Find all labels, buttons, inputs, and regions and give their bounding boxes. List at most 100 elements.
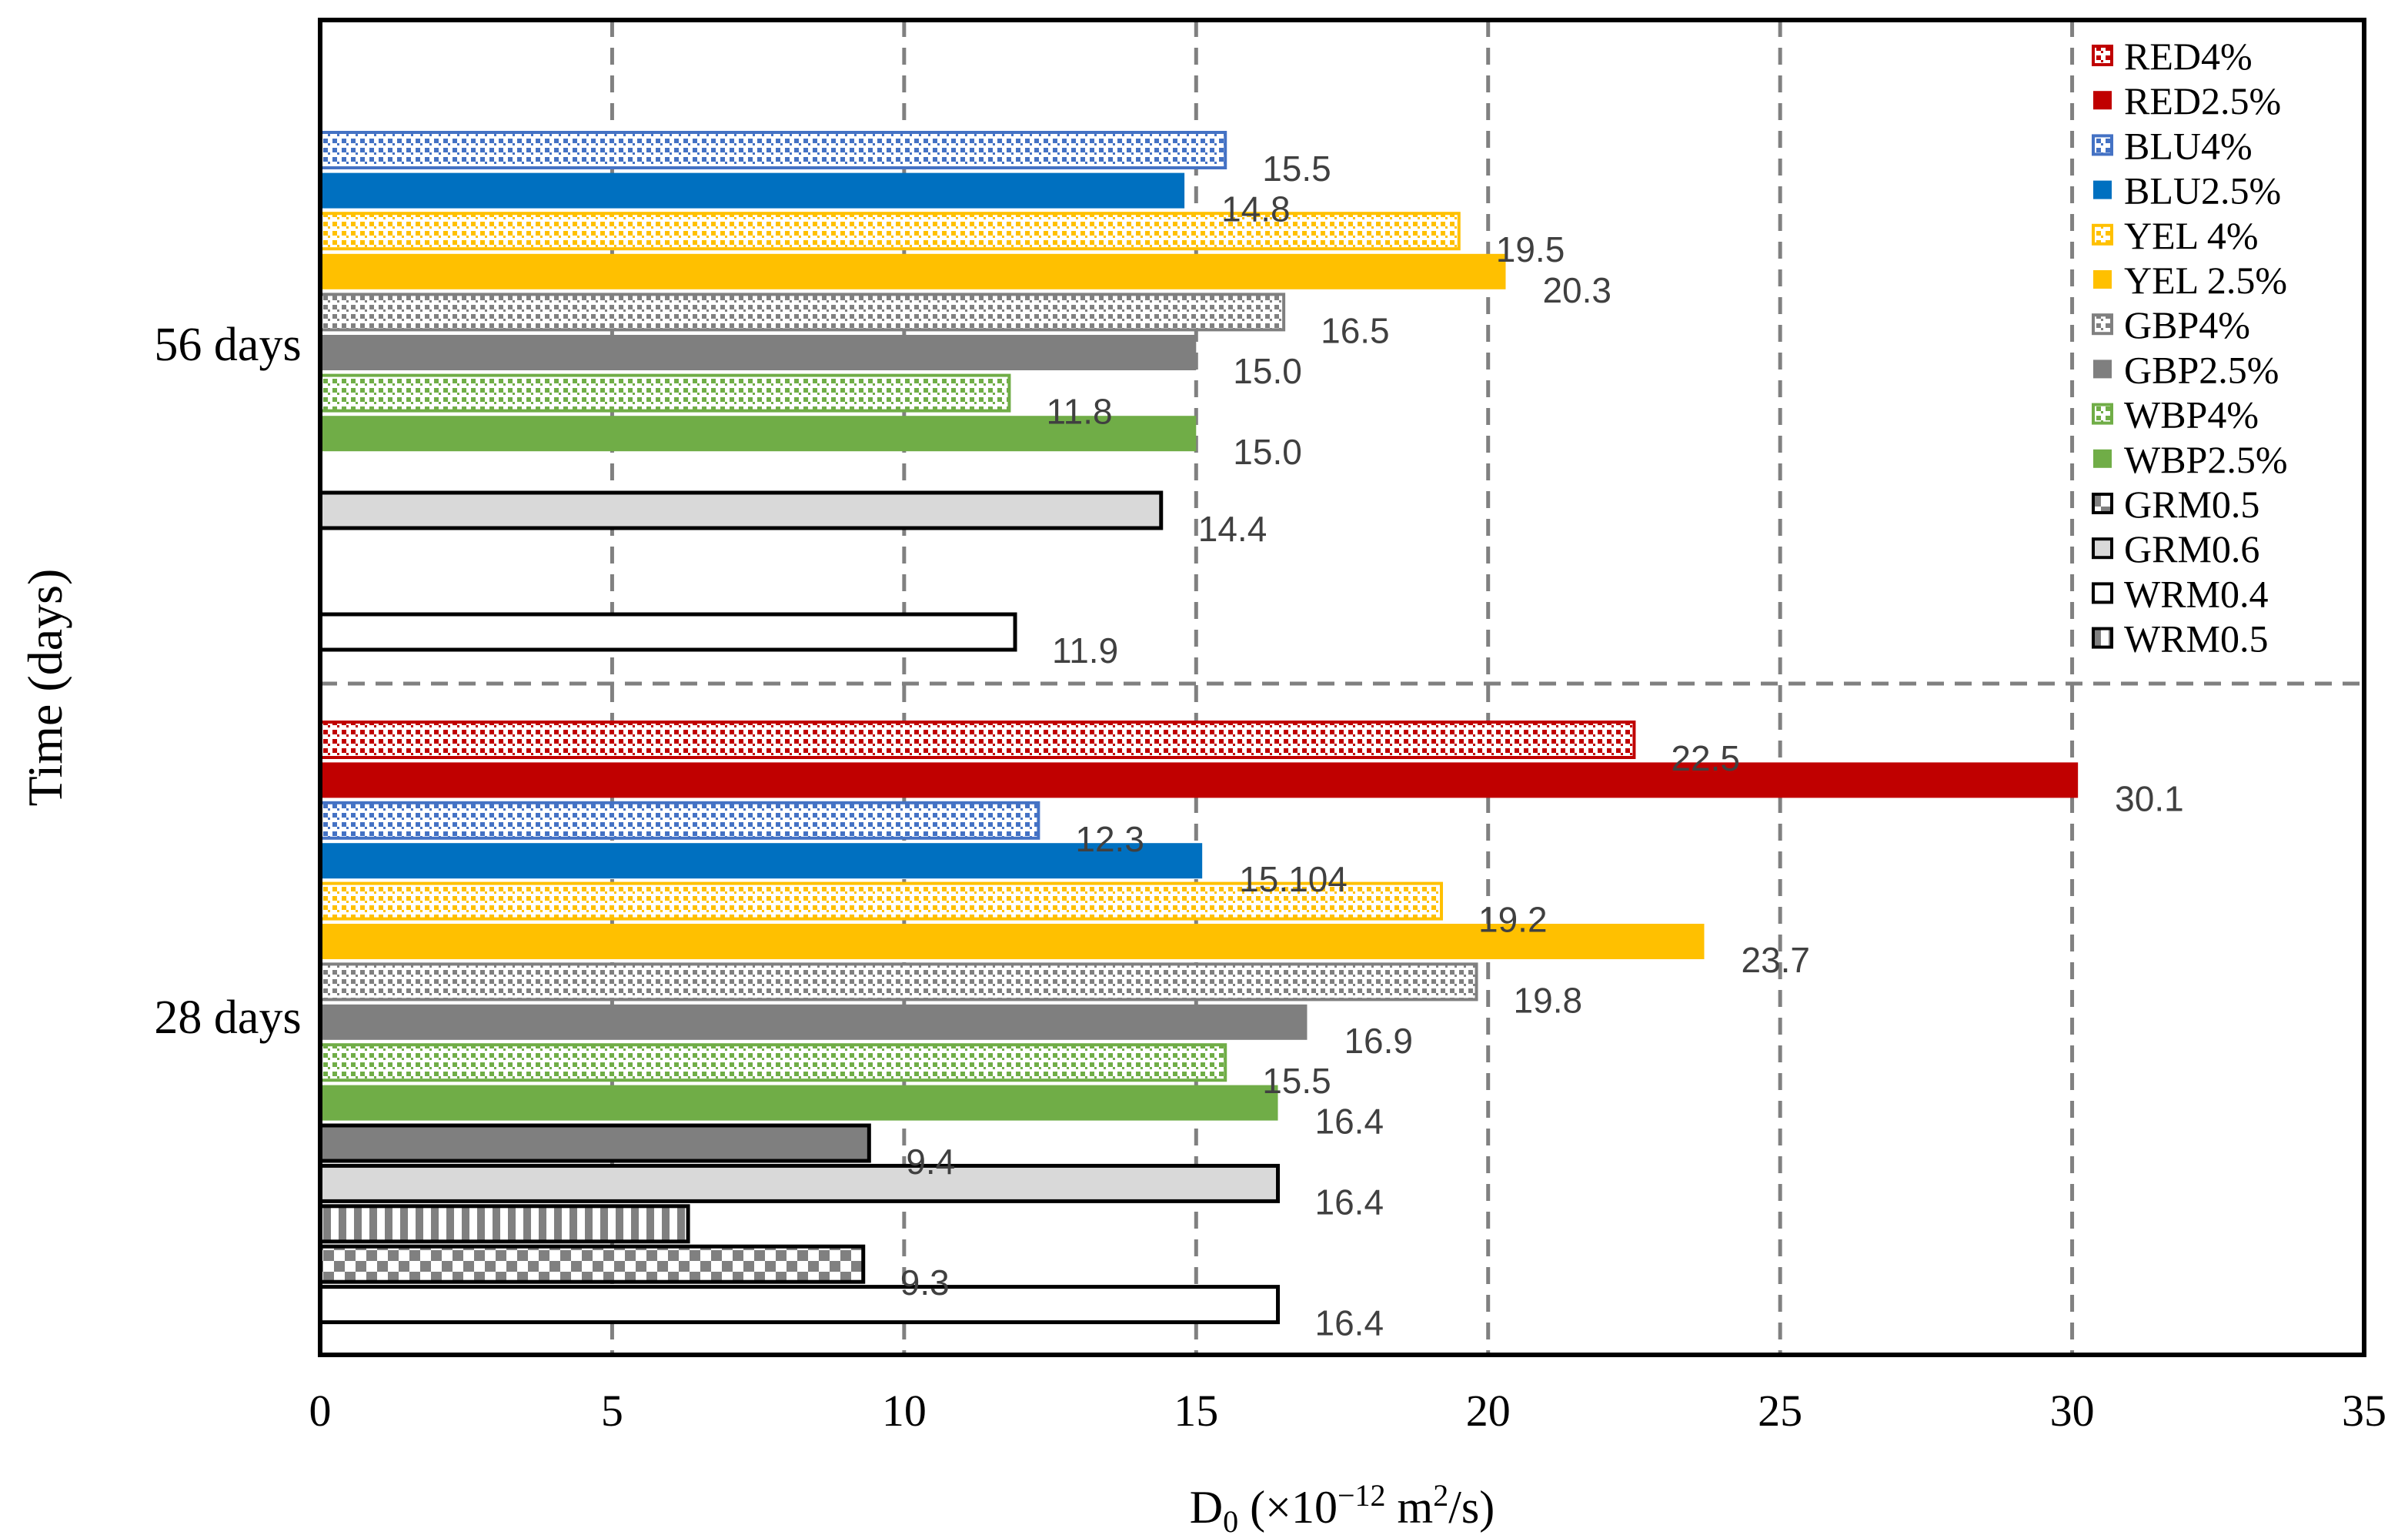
bar-56-days-wrm0-4-9 [318,612,1017,652]
value-label-56-days-5: 15.0 [1233,351,1302,391]
value-label-28-days-7: 16.9 [1344,1021,1413,1061]
value-label-56-days-6: 11.8 [1046,392,1112,432]
bar-28-days-blu2-5-3 [320,843,1203,879]
legend-swatch-wrm0-4 [2092,582,2113,604]
bar-28-days-wbp2-5-9 [320,1085,1278,1121]
value-label-56-days-7: 15.0 [1233,432,1302,472]
legend-swatch-gbp2-5 [2093,360,2112,379]
legend-label-wrm0-4: WRM0.4 [2124,572,2269,615]
x-axis-title-exponent2: 2 [1433,1478,1448,1513]
legend-swatch-blu2-5 [2093,180,2112,199]
legend-label-gbp4: GBP4% [2124,303,2250,346]
value-label-28-days-3: 15.104 [1239,859,1348,899]
x-tick-label-25: 25 [1758,1386,1802,1436]
x-axis-title: D0 (×10−12 m2/s) [1190,1478,1495,1535]
bar-28-days-yel-2-5-5 [320,924,1705,959]
value-label-28-days-0: 22.5 [1671,738,1740,778]
value-labels-layer: 15.514.819.520.316.515.011.815.014.411.9… [900,149,2184,1343]
value-label-56-days-4: 16.5 [1321,310,1390,350]
legend-swatch-gbp4 [2092,313,2113,336]
legend-label-blu4: BLU4% [2124,124,2253,167]
legend-swatch-red2-5 [2093,91,2112,110]
value-label-28-days-6: 19.8 [1514,980,1583,1020]
legend-label-wbp2-5: WBP2.5% [2124,438,2288,481]
legend-swatch-grm0-5 [2092,493,2113,514]
x-axis-title-units-close: /s) [1448,1482,1495,1533]
value-label-28-days-5: 23.7 [1741,940,1810,980]
value-label-28-days-4: 19.2 [1478,900,1548,940]
bar-56-days-wbp2-5-7 [320,416,1197,452]
x-axis-title-exponent: −12 [1338,1478,1386,1513]
y-group-label-28-days: 28 days [154,992,301,1044]
bar-56-days-blu4-0 [319,131,1227,169]
value-label-28-days-14: 16.4 [1315,1303,1384,1343]
bar-28-days-red4-0 [319,721,1636,759]
legend-swatch-yel-2-5 [2093,270,2112,289]
y-group-labels: 56 days 28 days [154,319,301,1044]
plot-frame [318,18,2366,1357]
legend-label-wbp4: WBP4% [2124,393,2259,436]
y-group-label-56-days: 56 days [154,319,301,371]
bars-layer [318,131,2079,1325]
bar-56-days-blu2-5-1 [320,172,1185,209]
value-label-28-days-9: 16.4 [1315,1102,1384,1142]
bar-56-days-gbp4-4 [319,293,1286,332]
x-tick-label-30: 30 [2050,1386,2095,1436]
bar-56-days-gbp2-5-5 [320,335,1197,370]
x-tick-label-20: 20 [1466,1386,1511,1436]
bar-28-days-gbp2-5-10 [318,1123,871,1163]
value-label-56-days-8: 14.4 [1198,509,1267,549]
bar-28-days-blu4-2 [319,801,1040,840]
legend-label-yel-2-5: YEL 2.5% [2124,259,2287,302]
x-axis-title-subscript: 0 [1223,1504,1238,1535]
legend: RED4%RED2.5%BLU4%BLU2.5%YEL 4%YEL 2.5%GB… [2092,35,2288,660]
x-axis-title-units-open: (×10 [1238,1482,1338,1533]
x-tick-label-35: 35 [2342,1386,2386,1436]
legend-label-grm0-5: GRM0.5 [2124,483,2259,526]
value-label-56-days-1: 14.8 [1221,189,1291,229]
legend-label-yel-4: YEL 4% [2124,214,2259,257]
value-label-28-days-13: 9.3 [900,1262,950,1303]
bar-56-days-wbp4-6 [319,373,1011,413]
legend-swatch-blu4 [2092,134,2113,156]
legend-label-wrm0-5: WRM0.5 [2124,617,2269,660]
value-label-56-days-3: 20.3 [1542,270,1611,310]
x-axis-title-units-mid: m [1386,1482,1434,1533]
legend-swatch-yel-4 [2092,223,2113,246]
x-tick-label-5: 5 [601,1386,623,1436]
legend-label-grm0-6: GRM0.6 [2124,527,2259,570]
bar-28-days-wbp4-8 [319,1043,1227,1082]
bar-28-days-grm0-5-13 [318,1244,866,1284]
bar-28-days-gbp2-5-7 [320,1004,1308,1040]
bar-28-days-wrm0-5-12 [318,1204,690,1244]
value-label-28-days-1: 30.1 [2115,778,2184,818]
x-tick-label-0: 0 [309,1386,332,1436]
value-label-28-days-11: 16.4 [1315,1182,1384,1222]
value-label-28-days-8: 15.5 [1262,1061,1331,1101]
y-axis-title: Time (days) [18,569,72,807]
bar-28-days-gbp4-6 [319,962,1478,1002]
bar-56-days-grm0-6-8 [318,490,1164,530]
legend-swatch-wrm0-5 [2092,627,2113,649]
x-tick-label-10: 10 [882,1386,927,1436]
legend-label-red2-5: RED2.5% [2124,79,2281,122]
legend-swatch-red4 [2092,45,2113,66]
legend-label-gbp2-5: GBP2.5% [2124,348,2279,391]
value-label-56-days-0: 15.5 [1262,149,1331,189]
bar-56-days-yel-2-5-3 [320,253,1506,289]
value-label-56-days-9: 11.9 [1052,630,1118,671]
x-tick-label-15: 15 [1174,1386,1218,1436]
legend-swatch-wbp2-5 [2093,449,2112,468]
value-label-28-days-2: 12.3 [1075,819,1144,859]
value-label-28-days-10: 9.4 [906,1142,955,1182]
value-label-56-days-2: 19.5 [1496,229,1565,269]
bar-28-days-grm0-6-11 [318,1163,1281,1203]
legend-label-blu2-5: BLU2.5% [2124,169,2281,212]
legend-label-red4: RED4% [2124,35,2253,78]
x-axis-title-main: D [1190,1482,1223,1533]
bar-28-days-wrm0-4-14 [318,1285,1281,1325]
x-tick-labels: 0 5 10 15 20 25 30 35 [309,1386,2387,1436]
bar-28-days-red2-5-1 [320,762,2079,798]
legend-swatch-wbp4 [2092,403,2113,425]
